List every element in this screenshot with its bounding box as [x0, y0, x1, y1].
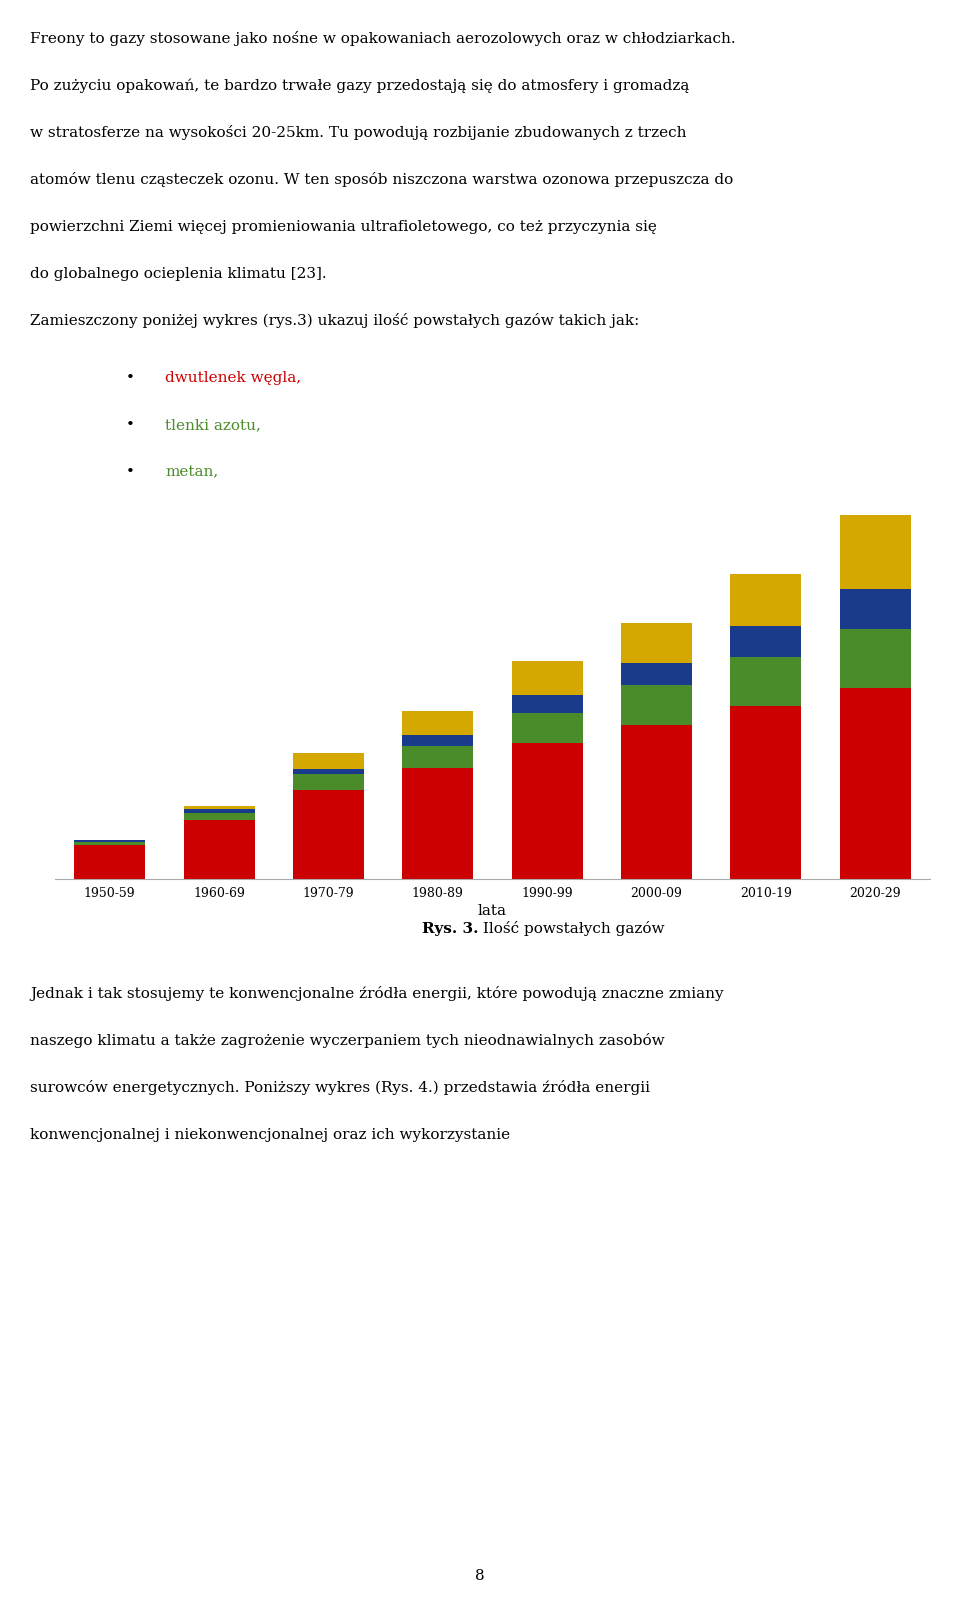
Text: tlenki azotu,: tlenki azotu,	[165, 417, 261, 432]
Bar	[183, 814, 254, 820]
Text: w stratosferze na wysokości 20-25km. Tu powodują rozbijanie zbudowanych z trzech: w stratosferze na wysokości 20-25km. Tu …	[30, 125, 686, 140]
Bar	[293, 790, 364, 880]
Text: Freony to gazy stosowane jako nośne w opakowaniach aerozolowych oraz w chłodziar: Freony to gazy stosowane jako nośne w op…	[30, 30, 735, 47]
Bar	[183, 811, 254, 814]
Bar	[512, 697, 583, 713]
Bar	[74, 843, 145, 846]
Text: surowców energetycznych. Poniższy wykres (Rys. 4.) przedstawia źródła energii: surowców energetycznych. Poniższy wykres…	[30, 1079, 650, 1095]
Text: naszego klimatu a także zagrożenie wyczerpaniem tych nieodnawialnych zasobów: naszego klimatu a także zagrożenie wycze…	[30, 1032, 664, 1048]
Bar	[402, 711, 473, 735]
Text: powierzchni Ziemi więcej promieniowania ultrafioletowego, co też przyczynia się: powierzchni Ziemi więcej promieniowania …	[30, 220, 657, 234]
Bar	[402, 769, 473, 880]
Bar	[74, 841, 145, 843]
Bar	[621, 664, 692, 685]
Text: do globalnego ocieplenia klimatu [23].: do globalnego ocieplenia klimatu [23].	[30, 266, 326, 281]
Bar	[621, 624, 692, 664]
Bar	[621, 685, 692, 725]
Text: metan,: metan,	[165, 465, 218, 478]
Bar	[402, 746, 473, 769]
Bar	[293, 769, 364, 775]
Text: Jednak i tak stosujemy te konwencjonalne źródła energii, które powodują znaczne : Jednak i tak stosujemy te konwencjonalne…	[30, 985, 724, 1000]
Bar	[293, 754, 364, 769]
Bar	[840, 629, 911, 689]
Bar	[512, 713, 583, 743]
Bar	[402, 735, 473, 746]
Text: konwencjonalnej i niekonwencjonalnej oraz ich wykorzystanie: konwencjonalnej i niekonwencjonalnej ora…	[30, 1127, 510, 1141]
Bar	[840, 589, 911, 629]
Bar	[512, 743, 583, 880]
Text: freony,: freony,	[165, 512, 218, 526]
Bar	[293, 775, 364, 790]
Text: •: •	[126, 371, 134, 385]
Text: Ilość powstałych gazów: Ilość powstałych gazów	[478, 920, 664, 936]
Text: atomów tlenu cząsteczek ozonu. W ten sposób niszczona warstwa ozonowa przepuszcz: atomów tlenu cząsteczek ozonu. W ten spo…	[30, 172, 733, 186]
Bar	[840, 689, 911, 880]
Bar	[183, 807, 254, 811]
Bar	[183, 820, 254, 880]
Bar	[731, 706, 802, 880]
Text: dwutlenek węgla,: dwutlenek węgla,	[165, 371, 301, 385]
X-axis label: lata: lata	[478, 904, 507, 918]
Bar	[512, 661, 583, 697]
Bar	[731, 628, 802, 658]
Text: •: •	[126, 512, 134, 526]
Bar	[621, 725, 692, 880]
Text: Zamieszczony poniżej wykres (rys.3) ukazuj ilość powstałych gazów takich jak:: Zamieszczony poniżej wykres (rys.3) ukaz…	[30, 313, 639, 327]
Bar	[731, 575, 802, 628]
Text: 8: 8	[475, 1568, 485, 1583]
Text: •: •	[126, 417, 134, 432]
Bar	[840, 515, 911, 589]
Text: •: •	[126, 465, 134, 478]
Text: Rys. 3.: Rys. 3.	[421, 921, 478, 936]
Text: Po zużyciu opakowań, te bardzo trwałe gazy przedostają się do atmosfery i gromad: Po zużyciu opakowań, te bardzo trwałe ga…	[30, 79, 689, 93]
Bar	[74, 846, 145, 880]
Bar	[731, 658, 802, 706]
